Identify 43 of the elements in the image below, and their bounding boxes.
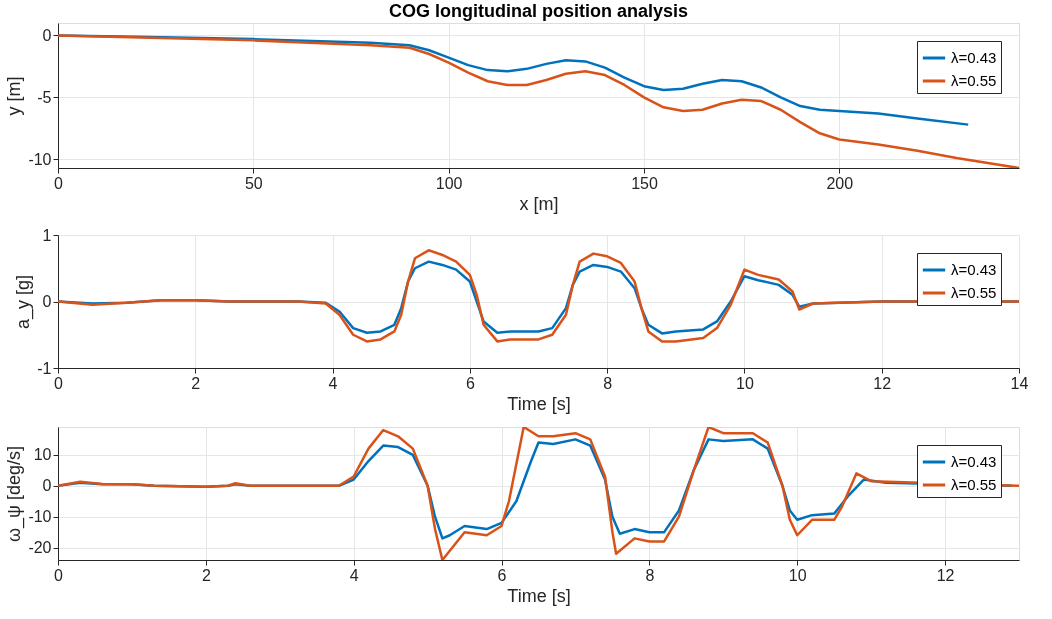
chart-title: COG longitudinal position analysis <box>388 1 689 21</box>
x-tick-label: 150 <box>631 174 658 192</box>
x-tick-label: 8 <box>645 566 655 584</box>
x-tick-label: 8 <box>603 374 613 392</box>
y-tick-label: -1 <box>37 359 52 377</box>
y-axis-title: ω_ψ [deg/s] <box>4 446 26 542</box>
x-tick-label: 0 <box>54 566 64 584</box>
y-tick-label: -10 <box>28 508 52 526</box>
x-axis-title: Time [s] <box>507 585 571 606</box>
x-axis-title: x [m] <box>519 193 559 214</box>
y-tick-label: -20 <box>28 539 52 557</box>
y-tick-label: 10 <box>33 446 52 464</box>
x-tick-label: 2 <box>201 566 211 584</box>
x-tick-label: 4 <box>349 566 359 584</box>
legend-label: λ=0.43 <box>951 261 997 278</box>
x-tick-label: 10 <box>788 566 807 584</box>
x-tick-label: 0 <box>54 374 64 392</box>
y-tick-label: 1 <box>42 226 52 244</box>
x-tick-label: 6 <box>465 374 475 392</box>
x-tick-label: 0 <box>54 174 64 192</box>
x-tick-label: 100 <box>435 174 463 192</box>
legend-label: λ=0.43 <box>951 453 997 470</box>
legend-label: λ=0.55 <box>951 72 997 89</box>
legend-label: λ=0.55 <box>951 284 997 301</box>
y-tick-label: 0 <box>42 26 52 44</box>
x-tick-label: 14 <box>1010 374 1029 392</box>
x-tick-label: 50 <box>244 174 263 192</box>
y-axis-title: a_y [g] <box>13 274 35 330</box>
x-tick-label: 2 <box>191 374 201 392</box>
x-tick-label: 12 <box>936 566 955 584</box>
x-tick-label: 200 <box>826 174 854 192</box>
x-axis-title: Time [s] <box>507 393 571 414</box>
y-tick-label: -10 <box>28 150 52 168</box>
legend-label: λ=0.55 <box>951 476 997 493</box>
y-axis-title: y [m] <box>4 76 25 116</box>
legend-label: λ=0.43 <box>951 49 997 66</box>
x-tick-label: 12 <box>873 374 892 392</box>
x-tick-label: 4 <box>328 374 338 392</box>
x-tick-label: 6 <box>497 566 507 584</box>
y-tick-label: 0 <box>42 293 52 310</box>
y-tick-label: -5 <box>37 88 52 106</box>
x-tick-label: 10 <box>736 374 754 392</box>
y-tick-label: 0 <box>42 477 52 495</box>
